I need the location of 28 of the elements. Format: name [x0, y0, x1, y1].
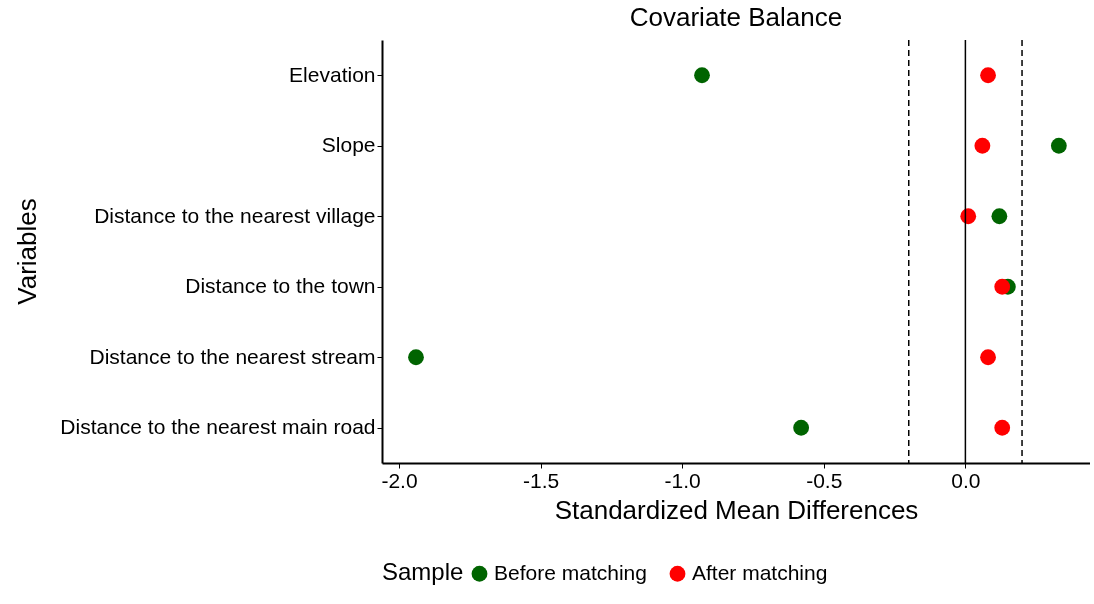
point	[793, 419, 810, 436]
point	[974, 137, 991, 154]
x-tick-label: -1.5	[523, 468, 560, 492]
x-axis-title: Standardized Mean Differences	[554, 494, 919, 525]
point	[994, 278, 1011, 295]
chart-title: Covariate Balance	[629, 2, 843, 33]
point	[960, 208, 977, 225]
point	[991, 208, 1008, 225]
x-tick-label: -1.0	[664, 468, 701, 492]
legend-label: After matching	[692, 560, 828, 584]
point	[694, 67, 710, 84]
point	[994, 419, 1011, 436]
y-tick-label: Distance to the nearest main road	[60, 415, 376, 439]
point	[980, 349, 996, 366]
y-axis-title: Variables	[11, 198, 42, 305]
y-tick-label: Slope	[321, 133, 376, 157]
x-tick-label: 0.0	[951, 468, 981, 492]
legend-title: Sample	[382, 558, 464, 585]
y-tick-label: Elevation	[289, 62, 376, 86]
point	[1050, 137, 1067, 154]
y-tick-label: Distance to the nearest village	[94, 203, 376, 227]
point	[408, 349, 424, 366]
y-tick-label: Distance to the town	[185, 274, 376, 298]
point	[980, 67, 996, 84]
y-tick-label: Distance to the nearest stream	[89, 344, 376, 368]
legend-label: Before matching	[494, 560, 647, 584]
x-tick-label: -2.0	[381, 468, 418, 492]
x-tick-label: -0.5	[806, 468, 843, 492]
